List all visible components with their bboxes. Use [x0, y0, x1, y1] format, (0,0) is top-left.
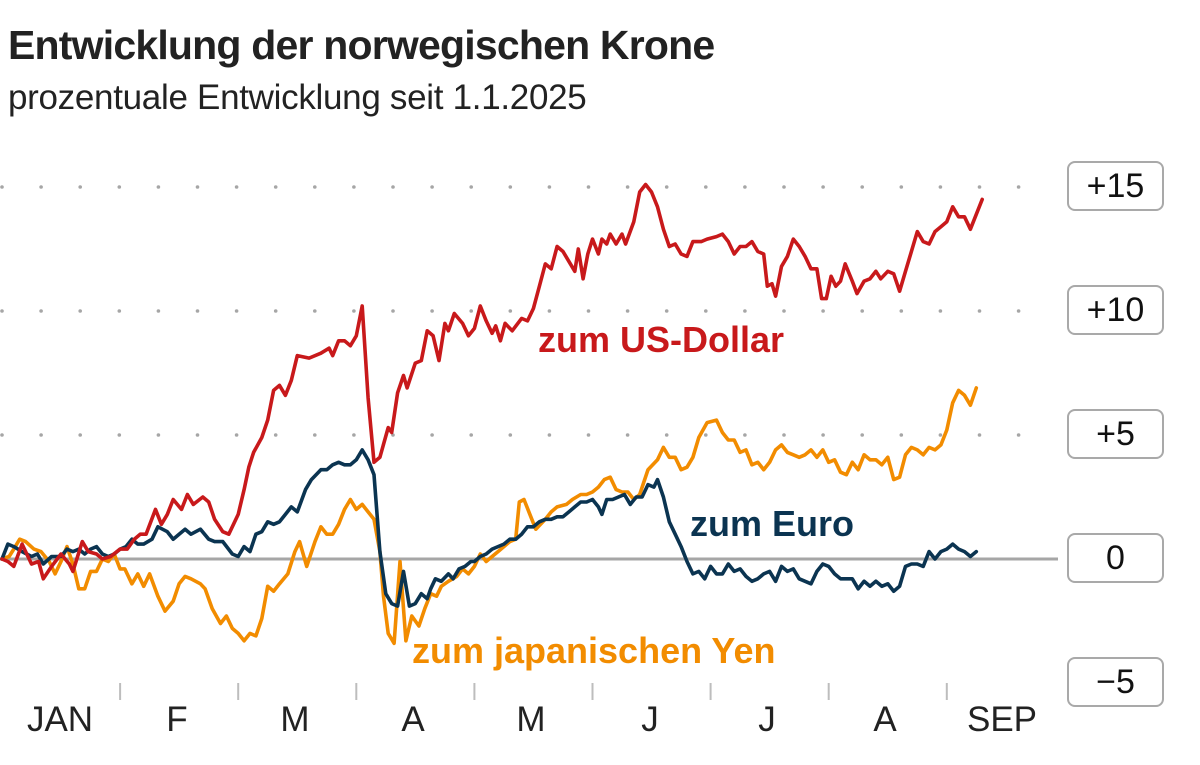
x-axis-ticks [119, 683, 948, 700]
chart-title: Entwicklung der norwegischen Krone [8, 22, 715, 68]
x-tick-label-jan: JAN [26, 700, 94, 739]
y-tick-label-10: +10 [1067, 285, 1164, 335]
y-tick-label-0: 0 [1067, 533, 1164, 583]
x-tick-label-jul: J [758, 700, 776, 739]
series-line-eur [0, 448, 979, 608]
series-label-eur: zum Euro [690, 503, 855, 544]
x-tick-label-jun: J [641, 700, 659, 739]
y-tick-label-minus5: −5 [1067, 657, 1164, 707]
series-line-jpy [0, 386, 979, 646]
series-label-usd: zum US-Dollar [538, 319, 785, 360]
x-tick-label-sep: SEP [966, 700, 1038, 739]
y-tick-label-5: +5 [1067, 409, 1164, 459]
x-tick-label-apr: A [401, 700, 425, 739]
gridlines [0, 185, 1021, 437]
x-tick-label-feb: F [166, 700, 188, 739]
series-line-usd [0, 182, 984, 581]
series-label-jpy: zum japanischen Yen [412, 630, 776, 671]
chart-subtitle: prozentuale Entwicklung seit 1.1.2025 [8, 78, 587, 117]
x-tick-label-mar: M [280, 700, 310, 739]
x-tick-label-may: M [516, 700, 546, 739]
y-tick-label-15: +15 [1067, 161, 1164, 211]
x-tick-label-aug: A [873, 700, 897, 739]
